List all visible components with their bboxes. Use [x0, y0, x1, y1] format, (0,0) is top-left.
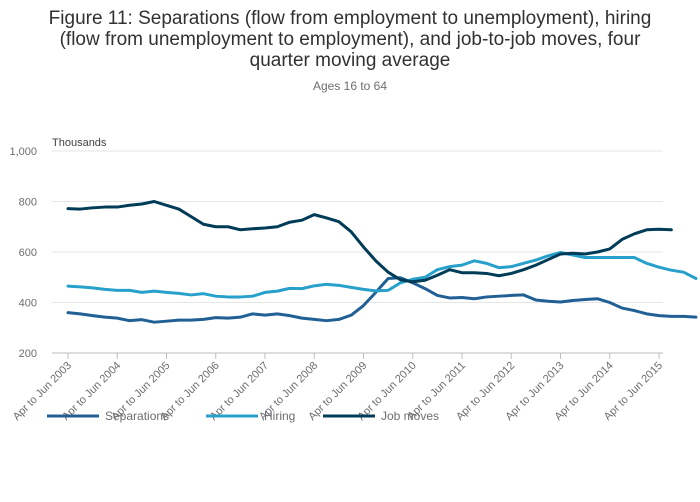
series-line-separations	[66, 276, 698, 324]
legend-label: Hiring	[264, 409, 295, 423]
y-tick-label: 1,000	[9, 146, 37, 158]
y-tick-label: 400	[19, 298, 37, 310]
legend-label: Separations	[105, 409, 169, 423]
chart-title-line-2: (flow from unemployment to employment), …	[59, 29, 641, 50]
series-line-hiring	[66, 251, 698, 299]
chart-subtitle: Ages 16 to 64	[312, 79, 388, 93]
y-tick-label: 600	[19, 247, 37, 259]
chart-title: Figure 11: Separations (flow from employ…	[0, 8, 700, 71]
y-tick-label: 200	[19, 348, 37, 360]
y-axis-label: Thousands	[52, 137, 107, 149]
chart-title-line-1: Figure 11: Separations (flow from employ…	[48, 8, 652, 29]
y-tick-label: 800	[19, 197, 37, 209]
legend: Separations Hiring Job moves	[47, 409, 439, 423]
y-axis-ticks: 200 400 600 800 1,000	[9, 146, 37, 360]
series-lines	[66, 200, 698, 324]
chart-title-line-3: quarter moving average	[249, 50, 451, 71]
series-line-job-moves	[66, 200, 673, 284]
legend-label: Job moves	[381, 409, 439, 423]
